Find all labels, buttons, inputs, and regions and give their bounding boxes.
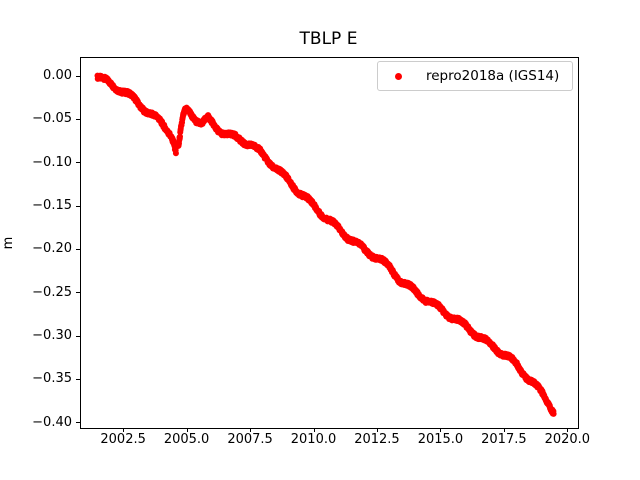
x-tick-label: 2007.5 bbox=[227, 432, 273, 447]
x-tick-mark bbox=[123, 428, 125, 432]
y-tick-label: −0.15 bbox=[32, 198, 72, 214]
y-tick-label: −0.25 bbox=[32, 284, 72, 300]
y-tick-label: −0.30 bbox=[32, 328, 72, 344]
y-tick-label: −0.05 bbox=[32, 111, 72, 127]
y-tick-mark bbox=[76, 378, 80, 380]
x-tick-mark bbox=[503, 428, 505, 432]
legend-marker-icon bbox=[395, 72, 402, 80]
x-tick-label: 2017.5 bbox=[481, 432, 527, 447]
y-tick-label: 0.00 bbox=[43, 68, 72, 84]
y-tick-mark bbox=[76, 205, 80, 207]
x-tick-mark bbox=[567, 428, 569, 432]
chart-title: TBLP E bbox=[299, 29, 358, 49]
y-tick-mark bbox=[76, 292, 80, 294]
x-tick-mark bbox=[186, 428, 188, 432]
x-tick-label: 2002.5 bbox=[100, 432, 146, 447]
x-tick-label: 2005.0 bbox=[163, 432, 210, 447]
legend: repro2018a (IGS14) bbox=[377, 61, 573, 91]
x-tick-label: 2010.0 bbox=[290, 432, 337, 447]
y-tick-label: −0.35 bbox=[32, 371, 72, 387]
x-tick-mark bbox=[440, 428, 442, 432]
x-tick-mark bbox=[250, 428, 252, 432]
y-tick-label: −0.10 bbox=[32, 154, 72, 170]
x-tick-label: 2015.0 bbox=[417, 432, 464, 447]
x-tick-mark bbox=[376, 428, 378, 432]
legend-label: repro2018a (IGS14) bbox=[426, 68, 560, 84]
y-tick-mark bbox=[76, 335, 80, 337]
y-tick-mark bbox=[76, 422, 80, 424]
y-tick-label: −0.20 bbox=[32, 241, 72, 257]
y-tick-mark bbox=[76, 162, 80, 164]
plot-area bbox=[80, 57, 579, 429]
y-tick-mark bbox=[76, 248, 80, 250]
y-tick-mark bbox=[76, 75, 80, 77]
x-tick-label: 2020.0 bbox=[544, 432, 591, 447]
x-tick-mark bbox=[313, 428, 315, 432]
x-tick-label: 2012.5 bbox=[354, 432, 400, 447]
data-points-canvas bbox=[81, 58, 578, 428]
y-tick-mark bbox=[76, 118, 80, 120]
y-tick-label: −0.40 bbox=[32, 414, 72, 430]
